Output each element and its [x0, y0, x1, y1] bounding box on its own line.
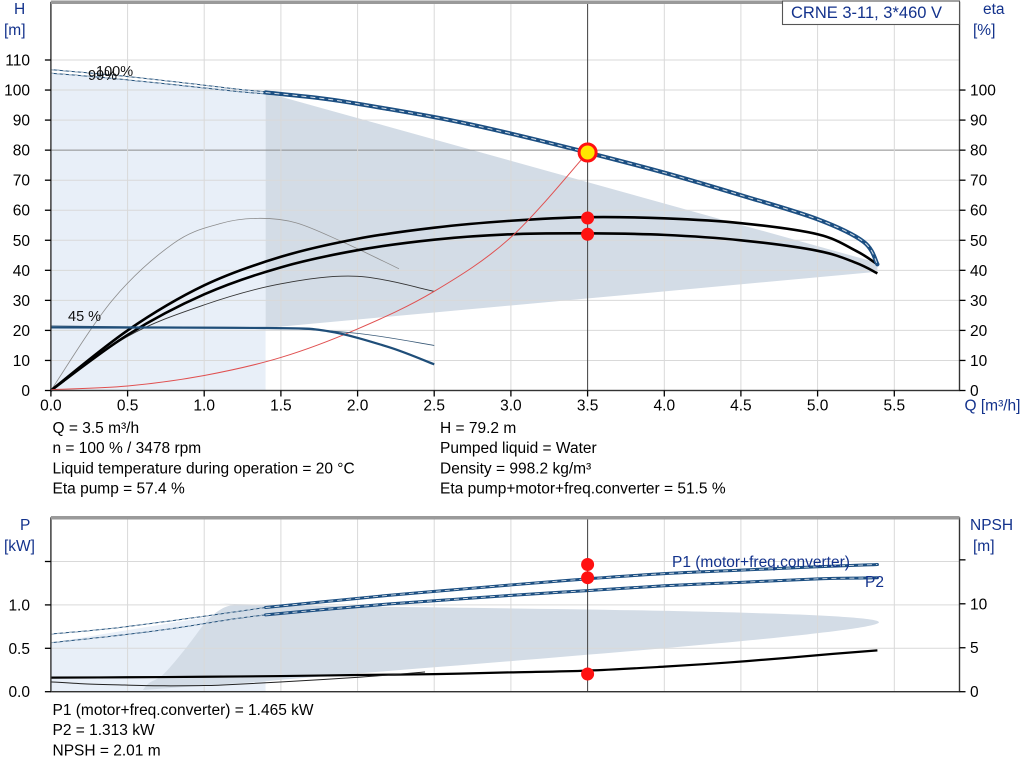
svg-text:70: 70 — [970, 173, 988, 190]
svg-text:4.0: 4.0 — [654, 398, 676, 415]
svg-text:50: 50 — [13, 233, 31, 250]
svg-text:0.0: 0.0 — [40, 398, 62, 415]
svg-text:P2: P2 — [865, 574, 884, 591]
svg-text:0.0: 0.0 — [8, 684, 30, 701]
svg-text:99%: 99% — [88, 68, 117, 84]
svg-text:eta: eta — [983, 1, 1005, 18]
svg-text:70: 70 — [13, 173, 31, 190]
svg-text:0: 0 — [21, 383, 30, 400]
svg-text:Eta pump+motor+freq.converter: Eta pump+motor+freq.converter = 51.5 % — [440, 481, 726, 498]
svg-text:50: 50 — [970, 233, 988, 250]
svg-text:40: 40 — [13, 263, 31, 280]
svg-text:3.0: 3.0 — [500, 398, 522, 415]
svg-text:Pumped liquid = Water: Pumped liquid = Water — [440, 440, 597, 457]
svg-text:P1 (motor+freq.converter): P1 (motor+freq.converter) — [672, 554, 850, 571]
svg-text:30: 30 — [13, 293, 31, 310]
svg-text:NPSH = 2.01 m: NPSH = 2.01 m — [53, 742, 161, 759]
svg-text:0: 0 — [970, 684, 979, 701]
svg-text:[%]: [%] — [973, 22, 995, 39]
svg-text:Q [m³/h]: Q [m³/h] — [965, 398, 1021, 415]
svg-text:P: P — [20, 517, 30, 534]
svg-text:110: 110 — [5, 53, 30, 70]
svg-text:90: 90 — [970, 113, 988, 130]
svg-text:45 %: 45 % — [68, 309, 101, 325]
svg-text:10: 10 — [13, 353, 31, 370]
svg-text:Density = 998.2 kg/m³: Density = 998.2 kg/m³ — [440, 460, 591, 477]
svg-text:60: 60 — [970, 203, 988, 220]
svg-text:80: 80 — [970, 143, 988, 160]
svg-text:Q = 3.5 m³/h: Q = 3.5 m³/h — [53, 420, 140, 437]
svg-text:3.5: 3.5 — [577, 398, 599, 415]
svg-text:10: 10 — [970, 353, 988, 370]
svg-text:[kW]: [kW] — [4, 538, 35, 555]
svg-text:0.5: 0.5 — [8, 641, 30, 658]
svg-text:P1 (motor+freq.converter) = 1.: P1 (motor+freq.converter) = 1.465 kW — [53, 702, 314, 719]
svg-text:2.0: 2.0 — [347, 398, 369, 415]
svg-text:100: 100 — [970, 83, 996, 100]
svg-text:H: H — [14, 1, 25, 18]
svg-text:20: 20 — [13, 323, 31, 340]
svg-text:Eta pump = 57.4 %: Eta pump = 57.4 % — [53, 481, 185, 498]
svg-text:40: 40 — [970, 263, 988, 280]
svg-text:4.5: 4.5 — [730, 398, 752, 415]
svg-text:20: 20 — [970, 323, 988, 340]
svg-text:P2 = 1.313 kW: P2 = 1.313 kW — [53, 722, 155, 739]
svg-text:5: 5 — [970, 640, 979, 657]
svg-text:1.0: 1.0 — [8, 597, 30, 614]
svg-text:H = 79.2 m: H = 79.2 m — [440, 420, 516, 437]
svg-text:5.5: 5.5 — [884, 398, 906, 415]
svg-text:NPSH: NPSH — [970, 517, 1013, 534]
svg-text:80: 80 — [13, 143, 31, 160]
svg-text:2.5: 2.5 — [423, 398, 445, 415]
svg-text:CRNE 3-11, 3*460 V: CRNE 3-11, 3*460 V — [791, 4, 942, 22]
svg-text:90: 90 — [13, 113, 31, 130]
svg-text:1.0: 1.0 — [193, 398, 215, 415]
svg-text:0.5: 0.5 — [117, 398, 139, 415]
svg-text:5.0: 5.0 — [807, 398, 829, 415]
svg-text:n = 100 % / 3478 rpm: n = 100 % / 3478 rpm — [53, 440, 202, 457]
svg-text:100: 100 — [4, 83, 30, 100]
svg-text:[m]: [m] — [973, 538, 995, 555]
svg-text:30: 30 — [970, 293, 988, 310]
svg-text:[m]: [m] — [4, 22, 26, 39]
svg-text:10: 10 — [970, 596, 988, 613]
svg-text:60: 60 — [13, 203, 31, 220]
svg-text:Liquid temperature during oper: Liquid temperature during operation = 20… — [53, 460, 355, 477]
svg-text:1.5: 1.5 — [270, 398, 292, 415]
